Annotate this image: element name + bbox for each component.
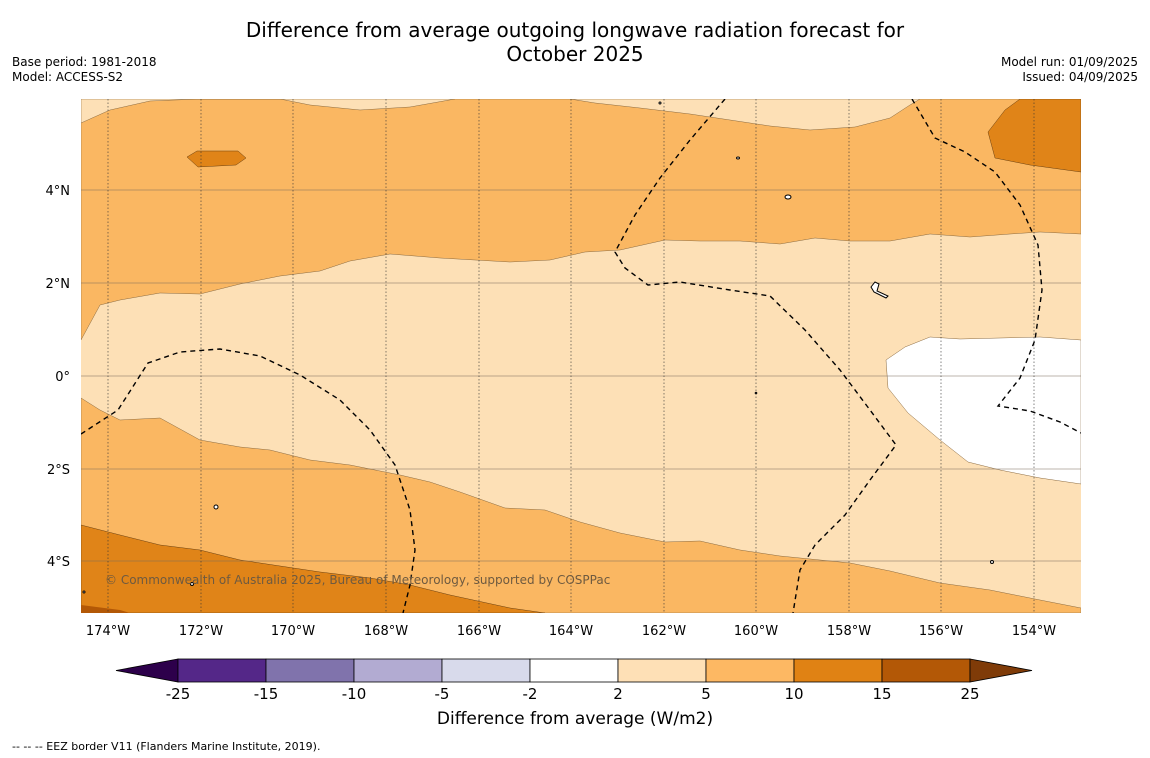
colorbar-tick-label: 10 — [784, 685, 803, 703]
lon-label: 158°W — [827, 624, 871, 639]
island-5 — [736, 156, 740, 160]
lat-label: 0° — [55, 370, 70, 385]
colorbar-segment — [881, 658, 971, 683]
lon-label: 168°W — [364, 624, 408, 639]
eez-footnote: -- -- -- EEZ border V11 (Flanders Marine… — [12, 740, 321, 753]
colorbar-tick-label: 5 — [701, 685, 711, 703]
model-run-label: Model run: 01/09/2025 — [1000, 55, 1138, 69]
island-4 — [658, 101, 662, 105]
colorbar: -25 -15 -10 -5 -2 2 5 10 15 25 — [115, 658, 1033, 703]
island-8 — [754, 391, 758, 395]
lon-labels: 174°W 172°W 170°W 168°W 166°W 164°W 162°… — [86, 624, 1056, 639]
colorbar-tick-label: -2 — [523, 685, 538, 703]
map-title-line2: October 2025 — [506, 42, 644, 66]
band-neutral — [885, 336, 1081, 485]
lat-label: 4°N — [46, 184, 71, 199]
colorbar-title: Difference from average (W/m2) — [436, 709, 714, 729]
issued-label: Issued: 04/09/2025 — [1022, 70, 1138, 84]
meridians — [107, 99, 1035, 613]
colorbar-segment — [617, 658, 707, 683]
meta-left: Base period: 1981-2018 Model: ACCESS-S2 — [12, 55, 157, 85]
colorbar-segment — [353, 658, 443, 683]
colorbar-tick-label: -25 — [166, 685, 191, 703]
eez-border-central — [614, 99, 897, 613]
colorbar-extend-low — [115, 658, 179, 683]
lat-label: 2°N — [46, 277, 71, 292]
lat-labels: 4°N 2°N 0° 2°S 4°S — [46, 184, 71, 570]
island-2 — [870, 281, 889, 299]
band-5-10-north — [81, 99, 1081, 341]
band-2-5-top-left — [81, 99, 456, 124]
band-2-5-top-right — [569, 99, 921, 131]
colorbar-tick-label: 2 — [613, 685, 623, 703]
lon-label: 160°W — [734, 624, 778, 639]
colorbar-segment — [177, 658, 267, 683]
map-title: Difference from average outgoing longwav… — [0, 18, 1150, 66]
colorbar-tick-label: -15 — [254, 685, 279, 703]
gridlines — [81, 189, 1081, 562]
map-title-line1: Difference from average outgoing longwav… — [245, 18, 905, 42]
island-6 — [990, 560, 994, 564]
lon-label: 172°W — [179, 624, 223, 639]
island-9 — [82, 590, 86, 594]
band-5-10-south — [81, 397, 1081, 613]
colorbar-segment — [441, 658, 531, 683]
eez-borders — [81, 99, 1081, 613]
island-7 — [190, 582, 194, 586]
eez-border-west — [81, 348, 416, 613]
lat-label: 4°S — [47, 555, 70, 570]
band-10-15-south — [81, 524, 546, 613]
colorbar-tick-label: -10 — [342, 685, 367, 703]
colorbar-segment — [529, 658, 619, 683]
colorbar-tick-label: -5 — [435, 685, 450, 703]
islands — [82, 101, 994, 594]
lon-label: 162°W — [642, 624, 686, 639]
colorbar-tick-label: 15 — [872, 685, 891, 703]
lon-label: 154°W — [1012, 624, 1056, 639]
band-10-15-nw-patch — [186, 150, 247, 168]
band-10-15-ne-patch — [987, 99, 1081, 173]
lon-label: 164°W — [549, 624, 593, 639]
lon-label: 170°W — [271, 624, 315, 639]
base-period-label: Base period: 1981-2018 — [12, 55, 157, 69]
copyright-text: © Commonwealth of Australia 2025, Bureau… — [105, 573, 610, 587]
colorbar-tick-label: 25 — [960, 685, 979, 703]
island-3 — [213, 504, 219, 510]
map-area: © Commonwealth of Australia 2025, Bureau… — [81, 99, 1081, 613]
band-15-25-south — [81, 605, 130, 613]
eez-border-east — [911, 99, 1081, 434]
lat-label: 2°S — [47, 463, 70, 478]
meta-right: Model run: 01/09/2025 Issued: 04/09/2025 — [1001, 55, 1138, 85]
lon-label: 166°W — [457, 624, 501, 639]
island-1 — [784, 194, 792, 200]
colorbar-segment — [705, 658, 795, 683]
lon-label: 156°W — [919, 624, 963, 639]
model-label: Model: ACCESS-S2 — [12, 70, 124, 84]
lon-label: 174°W — [86, 624, 130, 639]
colorbar-segment — [265, 658, 355, 683]
colorbar-extend-high — [969, 658, 1033, 683]
colorbar-segment — [793, 658, 883, 683]
